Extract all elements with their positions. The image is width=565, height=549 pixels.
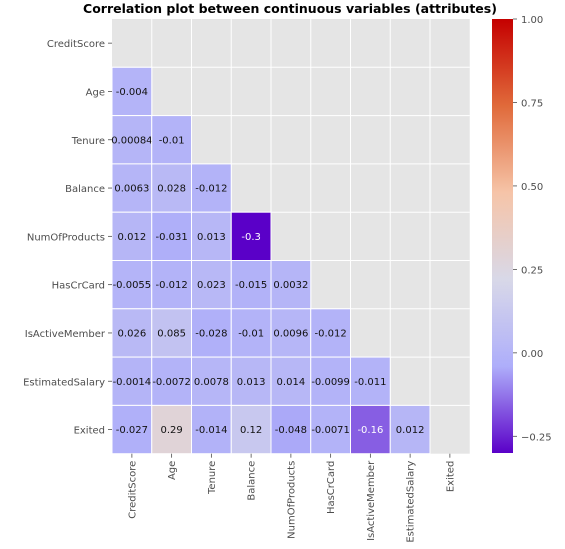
x-tick-label: IsActiveMember xyxy=(366,460,377,541)
heatmap-cell xyxy=(191,211,232,261)
cell-value-label: -0.0072 xyxy=(152,377,191,388)
y-tick-label: HasCrCard xyxy=(52,281,105,292)
cell-value-label: 0.085 xyxy=(157,328,186,339)
x-tick-label: NumOfProducts xyxy=(286,461,297,539)
cell-value-label: -0.048 xyxy=(275,425,307,436)
y-tick-label: NumOfProducts xyxy=(27,232,105,243)
x-tick-label: Tenure xyxy=(207,461,218,495)
cell-value-label: -0.0055 xyxy=(113,280,152,291)
x-tick-label: Age xyxy=(167,461,178,480)
heatmap-cell xyxy=(151,115,192,165)
y-tick-label: IsActiveMember xyxy=(25,329,106,340)
cell-value-label: -0.004 xyxy=(116,87,148,98)
cell-value-label: 0.0078 xyxy=(194,377,229,388)
heatmap-cell xyxy=(350,356,391,406)
cell-value-label: 0.0032 xyxy=(273,280,308,291)
colorbar-tick-label: 1.00 xyxy=(521,15,543,26)
cell-value-label: -0.028 xyxy=(195,328,227,339)
cell-value-label: 0.026 xyxy=(118,328,147,339)
x-tick-label: HasCrCard xyxy=(326,461,337,514)
cell-value-label: -0.0099 xyxy=(311,377,350,388)
heatmap-cell xyxy=(270,404,312,455)
cell-value-label: -0.027 xyxy=(116,425,148,436)
cell-value-label: 0.29 xyxy=(160,425,182,436)
cell-value-label: -0.011 xyxy=(354,377,386,388)
y-tick-label: EstimatedSalary xyxy=(23,377,105,388)
colorbar-gradient xyxy=(492,19,513,453)
cell-value-label: -0.01 xyxy=(238,328,264,339)
heatmap-cell xyxy=(151,356,192,406)
heatmap-cell xyxy=(111,260,153,310)
cell-value-label: 0.028 xyxy=(157,184,186,195)
cell-value-label: -0.01 xyxy=(159,135,185,146)
cell-value-label: -0.3 xyxy=(241,232,261,243)
cell-value-label: 0.014 xyxy=(277,377,306,388)
cell-value-label: 0.0096 xyxy=(273,328,308,339)
heatmap-cell xyxy=(310,356,351,406)
cell-value-label: -0.012 xyxy=(315,328,347,339)
heatmap-cell xyxy=(230,211,272,261)
heatmap-cell xyxy=(151,163,192,213)
cell-value-label: -0.015 xyxy=(235,280,267,291)
cell-value-label: -0.0071 xyxy=(311,425,350,436)
heatmap-cell xyxy=(151,404,192,455)
cell-value-label: 0.0063 xyxy=(114,184,149,195)
cell-value-label: -0.0014 xyxy=(113,377,152,388)
cell-value-label: 0.012 xyxy=(396,425,425,436)
y-tick-label: CreditScore xyxy=(47,39,105,50)
y-tick-label: Tenure xyxy=(71,136,105,147)
heatmap-cell xyxy=(350,404,391,455)
heatmap-cell xyxy=(111,211,153,261)
heatmap-cell xyxy=(310,308,351,358)
heatmap-cell xyxy=(230,404,272,455)
cell-value-label: -0.031 xyxy=(156,232,188,243)
heatmap-cell xyxy=(111,66,153,117)
colorbar: −0.25 0.00 0.25 0.50 0.75 1.00 xyxy=(492,15,552,453)
colorbar-tick-label: 0.00 xyxy=(521,349,543,360)
y-tick-label: Exited xyxy=(74,426,105,437)
heatmap-cell xyxy=(191,308,232,358)
heatmap-cell xyxy=(310,404,351,455)
x-tick-label: Balance xyxy=(247,461,258,501)
heatmap-cell xyxy=(191,356,232,406)
plot-area: -0.004 0.00084 -0.01 0.0063 0.028 -0.012 0.012… xyxy=(23,19,470,543)
colorbar-tick-label: −0.25 xyxy=(521,432,552,443)
heatmap-cell xyxy=(111,163,153,213)
x-tick-label: EstimatedSalary xyxy=(406,461,417,543)
y-tick-label: Balance xyxy=(65,184,105,195)
cell-value-label: -0.012 xyxy=(195,184,227,195)
heatmap-cell xyxy=(389,404,431,455)
colorbar-tick-label: 0.25 xyxy=(521,265,543,276)
cell-value-label: 0.013 xyxy=(197,232,226,243)
colorbar-tick-label: 0.75 xyxy=(521,98,543,109)
chart-title: Correlation plot between continuous vari… xyxy=(83,1,497,16)
y-tick-label: Age xyxy=(86,87,105,98)
cell-value-label: -0.014 xyxy=(195,425,227,436)
heatmap-cell xyxy=(270,308,312,358)
x-tick-label: Exited xyxy=(445,461,456,492)
cell-value-label: 0.12 xyxy=(240,425,262,436)
cell-value-label: 0.023 xyxy=(197,280,226,291)
heatmap-cell xyxy=(270,260,312,310)
cell-value-label: 0.012 xyxy=(118,232,147,243)
heatmap-cell xyxy=(230,356,272,406)
heatmap-cell xyxy=(230,260,272,310)
x-tick-label: CreditScore xyxy=(127,461,138,519)
heatmap-cell xyxy=(111,115,153,165)
cell-value-label: 0.013 xyxy=(237,377,266,388)
colorbar-tick-label: 0.50 xyxy=(521,182,543,193)
cell-value-label: -0.012 xyxy=(156,280,188,291)
cell-value-label: -0.16 xyxy=(357,425,383,436)
cell-value-label: 0.00084 xyxy=(111,135,152,146)
heatmap-cell xyxy=(151,211,192,261)
